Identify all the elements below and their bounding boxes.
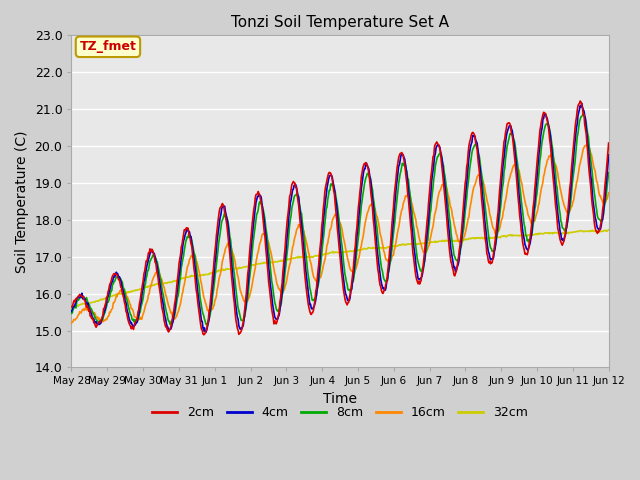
4cm: [77, 294, 85, 300]
X-axis label: Time: Time: [323, 392, 357, 406]
4cm: [68, 309, 76, 314]
2cm: [422, 235, 429, 241]
8cm: [203, 322, 211, 328]
Line: 2cm: 2cm: [72, 101, 609, 335]
8cm: [132, 317, 140, 323]
16cm: [605, 190, 612, 195]
4cm: [605, 152, 612, 158]
16cm: [405, 194, 413, 200]
32cm: [422, 240, 429, 246]
16cm: [421, 249, 429, 254]
16cm: [132, 315, 140, 321]
4cm: [202, 329, 210, 335]
2cm: [200, 332, 207, 337]
8cm: [187, 235, 195, 240]
2cm: [216, 205, 224, 211]
Text: TZ_fmet: TZ_fmet: [79, 40, 136, 53]
Line: 16cm: 16cm: [72, 144, 609, 323]
Line: 8cm: 8cm: [72, 114, 609, 325]
16cm: [68, 320, 76, 326]
Legend: 2cm, 4cm, 8cm, 16cm, 32cm: 2cm, 4cm, 8cm, 16cm, 32cm: [147, 401, 533, 424]
16cm: [187, 253, 195, 259]
Title: Tonzi Soil Temperature Set A: Tonzi Soil Temperature Set A: [231, 15, 449, 30]
2cm: [187, 241, 195, 247]
Line: 32cm: 32cm: [72, 230, 609, 309]
Y-axis label: Soil Temperature (C): Soil Temperature (C): [15, 130, 29, 273]
16cm: [216, 275, 223, 280]
4cm: [132, 320, 140, 325]
32cm: [605, 227, 612, 233]
8cm: [77, 294, 85, 300]
2cm: [68, 304, 76, 310]
2cm: [132, 317, 140, 323]
4cm: [422, 246, 429, 252]
32cm: [133, 288, 141, 293]
8cm: [216, 231, 224, 237]
4cm: [578, 100, 586, 106]
2cm: [77, 293, 85, 299]
2cm: [406, 214, 413, 220]
8cm: [68, 311, 76, 316]
2cm: [605, 140, 612, 146]
4cm: [187, 234, 195, 240]
8cm: [605, 170, 612, 176]
16cm: [583, 142, 591, 147]
2cm: [577, 98, 584, 104]
32cm: [68, 306, 76, 312]
32cm: [68, 306, 76, 312]
32cm: [216, 268, 224, 274]
32cm: [188, 273, 196, 278]
32cm: [406, 241, 413, 247]
4cm: [216, 215, 224, 220]
16cm: [77, 310, 85, 316]
32cm: [78, 301, 86, 307]
Line: 4cm: 4cm: [72, 103, 609, 332]
8cm: [422, 251, 429, 257]
4cm: [406, 202, 413, 207]
8cm: [579, 111, 587, 117]
8cm: [406, 190, 413, 195]
